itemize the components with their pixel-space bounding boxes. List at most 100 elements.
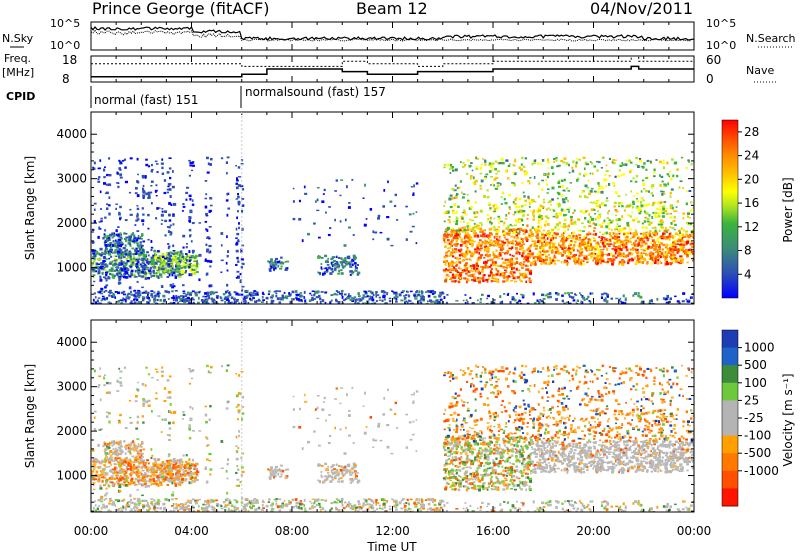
power-cell	[614, 237, 617, 240]
power-cell	[252, 297, 255, 300]
power-cell	[531, 233, 534, 235]
power-cell	[207, 162, 210, 166]
power-cell	[354, 265, 357, 268]
power-cell	[129, 265, 133, 268]
power-cell	[631, 200, 635, 203]
power-cell	[633, 195, 636, 197]
power-cell	[481, 270, 484, 273]
power-cell	[684, 241, 688, 243]
power-cell	[663, 193, 666, 195]
power-cell	[589, 201, 592, 204]
power-cell	[581, 295, 584, 298]
power-cell	[666, 248, 669, 251]
power-cell	[198, 296, 200, 300]
power-cell	[93, 267, 96, 270]
power-cell	[114, 258, 117, 261]
power-cell	[646, 159, 650, 162]
power-cell	[606, 296, 609, 298]
power-cell	[640, 244, 643, 247]
power-cell	[129, 243, 132, 246]
power-cell	[157, 207, 161, 209]
power-cell	[482, 229, 485, 231]
power-cell	[622, 261, 626, 264]
power-cell	[409, 302, 412, 304]
power-cell	[160, 213, 164, 217]
power-cell	[152, 272, 156, 274]
power-cell	[239, 279, 242, 282]
power-cell	[552, 208, 555, 211]
power-cell	[586, 233, 589, 236]
power-cell	[107, 243, 111, 246]
power-cell	[600, 256, 603, 259]
velocity-cell	[152, 463, 156, 467]
power-cell	[303, 290, 306, 294]
power-cell	[456, 229, 460, 233]
nsearch-tick-bottom: 10^0	[706, 39, 736, 52]
power-cell	[498, 252, 502, 255]
power-cell	[505, 270, 508, 273]
power-cell	[133, 301, 137, 304]
power-cell	[142, 223, 144, 226]
power-cell	[219, 296, 222, 299]
power-cell	[551, 230, 554, 233]
power-cell	[554, 246, 558, 249]
velocity-cell	[103, 476, 107, 479]
power-cell	[673, 235, 676, 238]
power-cell	[421, 296, 426, 299]
power-cell	[92, 251, 95, 255]
power-cell	[331, 270, 334, 273]
power-cell	[534, 302, 537, 304]
power-cell	[468, 258, 471, 261]
power-cell	[166, 188, 170, 191]
power-cell	[535, 236, 539, 239]
power-cell	[513, 275, 516, 278]
power-cell	[458, 249, 461, 253]
power-cell	[347, 261, 351, 264]
power-cell	[357, 302, 360, 304]
power-cell	[502, 234, 506, 237]
power-cell	[470, 251, 474, 255]
power-cell	[493, 226, 496, 229]
power-cell	[614, 228, 617, 231]
power-cell	[551, 234, 554, 236]
power-cell	[363, 296, 367, 298]
power-cell	[465, 253, 468, 256]
power-cell	[181, 260, 184, 263]
power-cell	[406, 301, 409, 304]
power-cell	[542, 249, 544, 252]
power-cell	[513, 172, 517, 176]
power-cell	[671, 158, 674, 161]
power-cell	[510, 225, 514, 227]
power-cell	[617, 205, 620, 208]
power-cell	[96, 299, 99, 303]
power-cell	[117, 242, 120, 245]
power-cell	[136, 214, 139, 218]
velocity-cell	[177, 476, 180, 478]
power-cell	[516, 276, 520, 279]
power-cell	[656, 249, 659, 252]
power-cell	[505, 251, 508, 254]
power-cell	[647, 203, 651, 206]
power-cell	[137, 263, 140, 266]
power-cell	[601, 187, 604, 190]
power-cell	[150, 248, 153, 252]
power-cell	[653, 260, 656, 263]
power-cell	[474, 240, 476, 243]
velocity-cell	[110, 481, 114, 484]
power-cell	[435, 299, 439, 302]
power-cell	[512, 213, 515, 216]
power-cell	[115, 239, 117, 242]
power-cell	[618, 250, 621, 252]
power-cell	[554, 242, 557, 246]
power-cell	[200, 299, 204, 302]
power-cell	[617, 236, 621, 238]
power-cell	[116, 171, 119, 175]
power-cell	[461, 227, 464, 229]
power-cell	[542, 244, 544, 247]
power-cell	[144, 277, 148, 280]
power-cell	[135, 275, 138, 278]
velocity-cell	[137, 480, 140, 482]
power-cell	[580, 300, 582, 304]
power-cell	[637, 208, 641, 212]
power-cell	[524, 203, 527, 206]
